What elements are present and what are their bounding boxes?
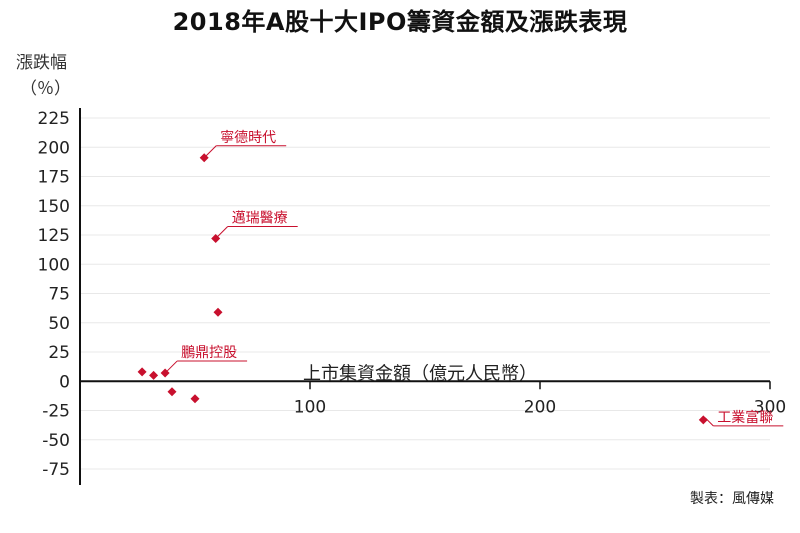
point-label: 寧德時代 <box>220 129 276 146</box>
data-point <box>167 387 177 397</box>
data-point <box>698 415 708 425</box>
annotation-leader <box>217 226 229 237</box>
data-points <box>137 153 708 425</box>
y-tick-label: 175 <box>38 168 70 188</box>
annotation-leader <box>166 360 178 372</box>
y-tick-label: 25 <box>48 343 70 363</box>
tick-labels: 225 200 175 150 125 100 75 50 25 0 -25 -50 -75 100 200… <box>38 109 787 480</box>
chart-title: 2018年A股十大IPO籌資金額及漲跌表現 <box>172 8 628 36</box>
y-tick-label: -25 <box>42 402 70 422</box>
annotation-leader <box>205 145 217 157</box>
y-tick-label: -50 <box>42 431 70 451</box>
annotation-leader <box>704 417 714 427</box>
axes <box>79 108 771 485</box>
data-point <box>190 394 200 404</box>
point-label: 鵬鼎控股 <box>181 345 237 361</box>
x-tick-label: 200 <box>524 397 556 417</box>
y-axis-label-line-2: （％） <box>20 79 71 99</box>
x-axis-title: 上市集資金額（億元人民幣） <box>303 363 537 384</box>
data-point <box>137 367 147 377</box>
y-tick-label: 125 <box>38 226 70 246</box>
y-tick-label: 225 <box>38 109 70 129</box>
y-tick-label: 50 <box>48 314 70 334</box>
y-tick-label: 0 <box>59 372 70 392</box>
grid-lines <box>80 117 770 470</box>
x-tick-label: 300 <box>754 397 786 417</box>
data-point <box>149 370 159 380</box>
y-tick-label: 150 <box>38 197 70 217</box>
point-label: 邁瑞醫療 <box>232 210 288 227</box>
point-label: 工業富聯 <box>717 409 773 426</box>
y-tick-label: 100 <box>38 255 70 275</box>
y-tick-label: -75 <box>42 460 70 480</box>
y-axis-label-line-1: 漲跌幅 <box>16 53 67 73</box>
data-point <box>213 307 223 317</box>
x-tick-label: 100 <box>294 397 326 417</box>
y-tick-label: 200 <box>38 138 70 158</box>
y-tick-label: 75 <box>48 285 70 305</box>
credit-text: 製表：風傳媒 <box>690 491 774 507</box>
